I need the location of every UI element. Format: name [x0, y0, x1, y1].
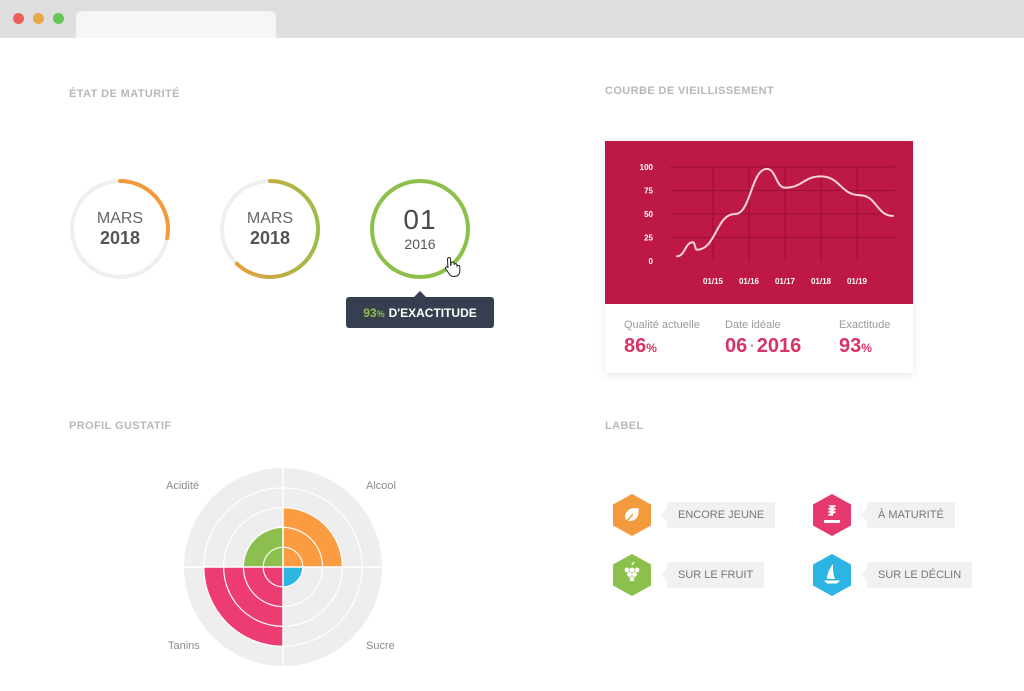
ring-progress-2 — [220, 179, 320, 279]
label-encore-jeune[interactable]: ENCORE JEUNE — [611, 493, 776, 537]
sector-tanins — [203, 567, 283, 647]
label-a-maturite[interactable]: À MATURITÉ — [811, 493, 955, 537]
close-window-dot[interactable] — [13, 13, 24, 24]
x-tick-label: 01/17 — [775, 277, 796, 286]
stat-quality-value: 86 — [624, 335, 647, 357]
radar-label-alcool: Alcool — [366, 480, 396, 492]
maturity-ring-3[interactable]: 01 2016 — [368, 177, 472, 281]
browser-bar — [0, 0, 1024, 38]
stat-date-year: 2016 — [756, 335, 802, 357]
stat-date-month: 06 — [725, 335, 748, 357]
taste-profile-chart — [184, 468, 382, 666]
minimize-window-dot[interactable] — [33, 13, 44, 24]
label-a-maturite-text: À MATURITÉ — [861, 502, 955, 528]
stat-accuracy: Exactitude 93% — [839, 319, 890, 358]
x-tick-label: 01/16 — [739, 277, 760, 286]
ring-progress-1 — [70, 179, 170, 279]
radar-label-acidite: Acidité — [166, 480, 200, 492]
stat-date-label: Date idéale — [725, 319, 781, 331]
radar-label-tanins: Tanins — [168, 640, 200, 652]
label-sur-le-fruit-text: SUR LE FRUIT — [660, 562, 765, 588]
y-tick-label: 100 — [640, 163, 654, 172]
hand-cursor-icon — [445, 256, 461, 277]
ring-day: 01 — [403, 204, 437, 235]
label-sur-le-fruit[interactable]: SUR LE FRUIT — [611, 553, 765, 597]
tooltip-percent: 93 — [363, 305, 377, 320]
stat-date: Date idéale 06 • 2016 — [725, 319, 802, 357]
stat-accuracy-unit: % — [861, 341, 872, 355]
label-sur-le-declin-text: SUR LE DÉCLIN — [860, 562, 973, 588]
grape-icon — [611, 553, 653, 597]
label-encore-jeune-text: ENCORE JEUNE — [660, 502, 776, 528]
aging-chart[interactable]: 100 75 50 25 0 01/15 01/16 01/17 01/18 01/19 — [605, 141, 913, 304]
stat-accuracy-label: Exactitude — [839, 319, 891, 331]
x-tick-label: 01/15 — [703, 277, 724, 286]
x-tick-label: 01/18 — [811, 277, 832, 286]
tooltip-percent-unit: % — [376, 308, 385, 319]
stat-quality: Qualité actuelle 86% — [624, 319, 700, 358]
stat-accuracy-value: 93 — [839, 335, 862, 357]
sector-acidité — [243, 527, 283, 567]
tooltip-text: D'EXACTITUDE — [388, 305, 477, 320]
browser-tab[interactable] — [76, 11, 276, 38]
ring-progress-3 — [370, 179, 470, 279]
y-tick-label: 50 — [644, 210, 653, 219]
ring-year: 2016 — [404, 236, 436, 252]
maturity-ring-1[interactable]: MARS 2018 — [68, 177, 172, 281]
y-tick-label: 0 — [649, 257, 654, 266]
ring-month: MARS — [96, 210, 144, 227]
maturity-ring-2[interactable]: MARS 2018 — [218, 177, 322, 281]
stat-quality-label: Qualité actuelle — [624, 319, 700, 331]
x-tick-label: 01/19 — [847, 277, 868, 286]
section-title-label: LABEL — [605, 420, 644, 432]
sail-icon — [811, 553, 853, 597]
maximize-window-dot[interactable] — [53, 13, 64, 24]
accuracy-tooltip: 93% D'EXACTITUDE — [346, 291, 494, 328]
y-tick-label: 25 — [644, 234, 653, 243]
stat-quality-unit: % — [646, 341, 657, 355]
label-sur-le-declin[interactable]: SUR LE DÉCLIN — [811, 553, 973, 597]
section-title-aging: COURBE DE VIEILLISSEMENT — [605, 85, 775, 97]
aging-series-line — [676, 167, 894, 258]
sector-sucre — [283, 567, 303, 587]
section-title-maturity: ÉTAT DE MATURITÉ — [69, 88, 180, 100]
y-tick-label: 75 — [644, 187, 653, 196]
ring-year: 2018 — [99, 228, 141, 248]
leaf-icon — [611, 493, 653, 537]
ring-year: 2018 — [249, 228, 291, 248]
aging-line-chart: 100 75 50 25 0 01/15 01/16 01/17 01/18 01/19 — [640, 163, 895, 286]
aging-card: 100 75 50 25 0 01/15 01/16 01/17 01/18 01/19 Qual… — [605, 141, 913, 373]
spring-icon — [811, 493, 853, 537]
sector-alcool — [283, 507, 343, 567]
section-title-taste: PROFIL GUSTATIF — [69, 420, 172, 432]
ring-month: MARS — [246, 210, 294, 227]
radar-label-sucre: Sucre — [366, 640, 395, 652]
